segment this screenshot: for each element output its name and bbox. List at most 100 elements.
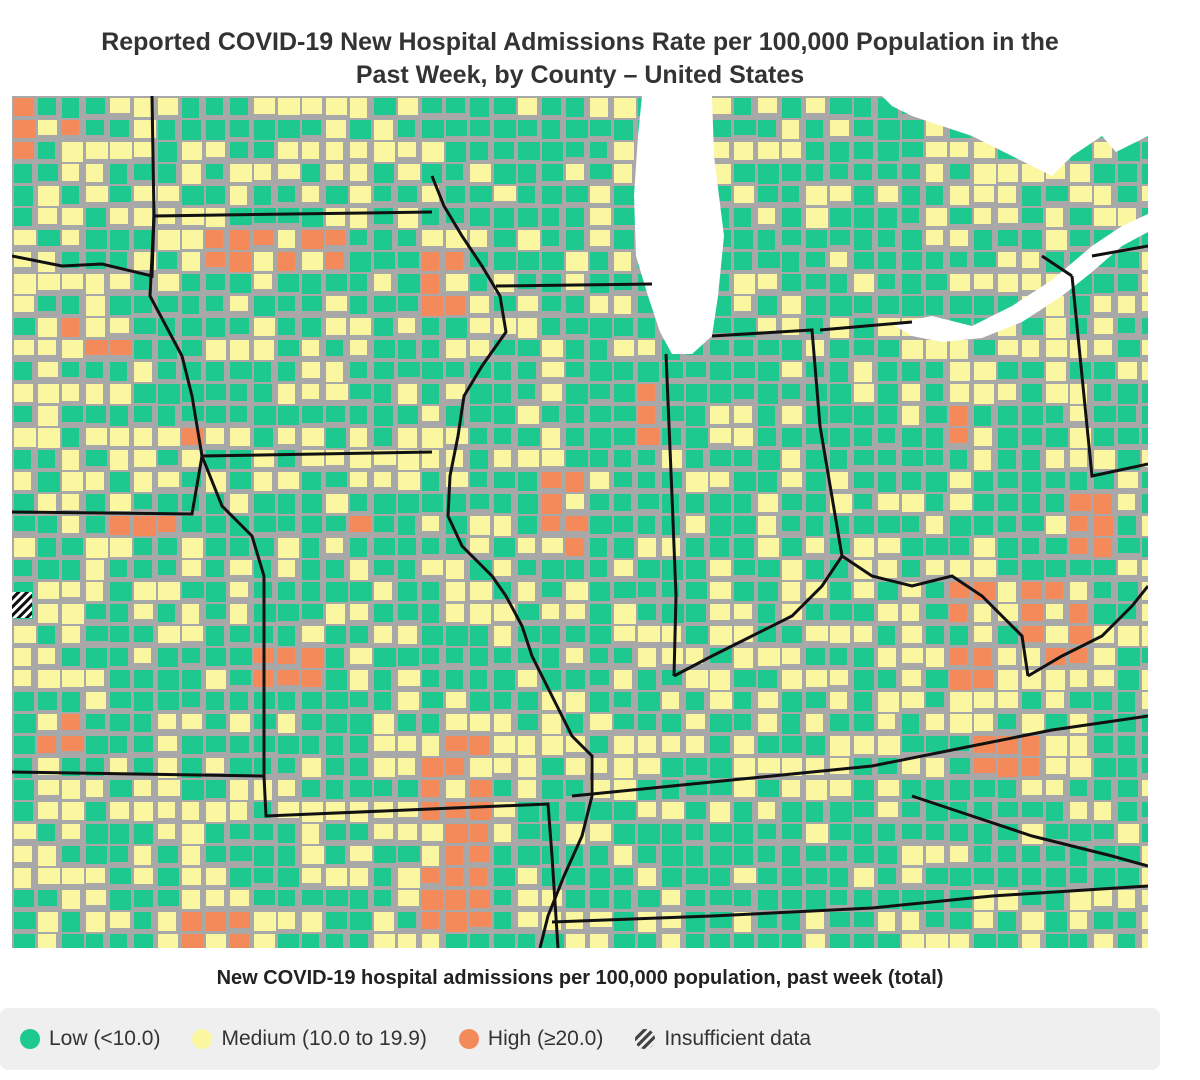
county-cell[interactable]	[638, 516, 655, 534]
county-cell[interactable]	[86, 626, 108, 641]
county-cell[interactable]	[590, 802, 612, 820]
county-cell[interactable]	[398, 296, 418, 311]
county-cell[interactable]	[1094, 802, 1111, 820]
county-cell[interactable]	[950, 934, 969, 948]
county-cell[interactable]	[1022, 846, 1040, 862]
county-cell[interactable]	[1142, 428, 1148, 444]
county-cell[interactable]	[254, 846, 274, 866]
county-cell[interactable]	[1142, 934, 1148, 948]
county-cell[interactable]	[398, 406, 418, 424]
county-cell[interactable]	[230, 538, 249, 556]
county-cell[interactable]	[110, 296, 131, 315]
county-cell[interactable]	[854, 516, 874, 534]
county-cell[interactable]	[566, 384, 588, 404]
county-cell[interactable]	[326, 362, 343, 382]
county-cell[interactable]	[1142, 318, 1148, 334]
county-cell[interactable]	[1046, 626, 1068, 643]
county-cell[interactable]	[902, 648, 923, 663]
county-cell[interactable]	[374, 538, 395, 555]
county-cell[interactable]	[110, 274, 130, 289]
county-cell[interactable]	[1094, 318, 1113, 334]
county-cell[interactable]	[230, 780, 248, 800]
county-cell[interactable]	[1046, 648, 1065, 665]
county-cell[interactable]	[374, 428, 392, 446]
county-cell[interactable]	[422, 758, 443, 777]
county-cell[interactable]	[14, 340, 34, 355]
county-cell[interactable]	[230, 208, 252, 225]
county-cell[interactable]	[206, 274, 225, 290]
county-cell[interactable]	[1142, 714, 1148, 732]
county-cell[interactable]	[1022, 340, 1039, 357]
county-cell[interactable]	[1046, 208, 1063, 227]
county-cell[interactable]	[62, 714, 80, 730]
county-cell[interactable]	[902, 692, 924, 708]
county-cell[interactable]	[374, 362, 394, 379]
county-cell[interactable]	[950, 846, 968, 862]
county-cell[interactable]	[134, 912, 151, 929]
county-cell[interactable]	[230, 318, 249, 334]
county-cell[interactable]	[422, 274, 439, 294]
county-cell[interactable]	[974, 384, 994, 404]
county-cell[interactable]	[734, 912, 751, 932]
county-cell[interactable]	[974, 230, 992, 250]
county-cell[interactable]	[638, 318, 655, 338]
county-cell[interactable]	[446, 868, 463, 886]
county-cell[interactable]	[974, 626, 992, 642]
county-cell[interactable]	[38, 868, 60, 884]
county-cell[interactable]	[182, 780, 204, 800]
county-cell[interactable]	[38, 802, 58, 819]
county-cell[interactable]	[902, 340, 923, 359]
county-cell[interactable]	[758, 318, 776, 333]
county-cell[interactable]	[470, 824, 488, 842]
county-cell[interactable]	[518, 494, 538, 514]
county-cell[interactable]	[1094, 560, 1116, 575]
legend-item-high[interactable]: High (≥20.0)	[458, 1027, 603, 1051]
county-cell[interactable]	[278, 98, 300, 115]
county-cell[interactable]	[950, 560, 970, 577]
county-cell[interactable]	[1118, 494, 1135, 510]
county-cell[interactable]	[1022, 802, 1043, 817]
county-cell[interactable]	[494, 296, 516, 311]
county-cell[interactable]	[638, 648, 656, 667]
county-cell[interactable]	[854, 780, 874, 800]
county-cell[interactable]	[62, 230, 79, 245]
county-cell[interactable]	[302, 692, 322, 709]
county-cell[interactable]	[1070, 428, 1091, 448]
county-cell[interactable]	[998, 648, 1016, 665]
county-cell[interactable]	[350, 406, 367, 424]
county-cell[interactable]	[182, 890, 200, 909]
county-cell[interactable]	[494, 912, 511, 929]
county-cell[interactable]	[590, 98, 608, 117]
county-cell[interactable]	[1094, 736, 1113, 753]
county-cell[interactable]	[350, 428, 367, 447]
county-cell[interactable]	[734, 538, 754, 558]
county-cell[interactable]	[278, 186, 295, 202]
county-cell[interactable]	[374, 824, 393, 839]
county-cell[interactable]	[326, 890, 348, 906]
county-cell[interactable]	[14, 626, 36, 643]
county-cell[interactable]	[614, 186, 635, 205]
county-cell[interactable]	[134, 274, 152, 290]
county-cell[interactable]	[518, 692, 538, 710]
county-cell[interactable]	[494, 428, 511, 444]
county-cell[interactable]	[398, 98, 418, 115]
county-cell[interactable]	[230, 736, 249, 753]
county-cell[interactable]	[518, 736, 535, 755]
county-cell[interactable]	[494, 516, 511, 536]
county-cell[interactable]	[590, 384, 610, 399]
county-cell[interactable]	[398, 252, 419, 268]
county-cell[interactable]	[518, 890, 538, 906]
county-cell[interactable]	[1118, 648, 1140, 666]
county-cell[interactable]	[446, 670, 463, 689]
county-cell[interactable]	[926, 780, 944, 800]
county-cell[interactable]	[614, 340, 634, 356]
county-cell[interactable]	[398, 736, 416, 751]
county-cell[interactable]	[158, 692, 179, 710]
county-cell[interactable]	[974, 186, 994, 202]
county-cell[interactable]	[998, 384, 1016, 400]
county-cell[interactable]	[374, 296, 396, 312]
county-cell[interactable]	[422, 340, 439, 358]
county-cell[interactable]	[86, 912, 105, 932]
county-cell[interactable]	[830, 758, 849, 774]
county-cell[interactable]	[470, 494, 489, 509]
